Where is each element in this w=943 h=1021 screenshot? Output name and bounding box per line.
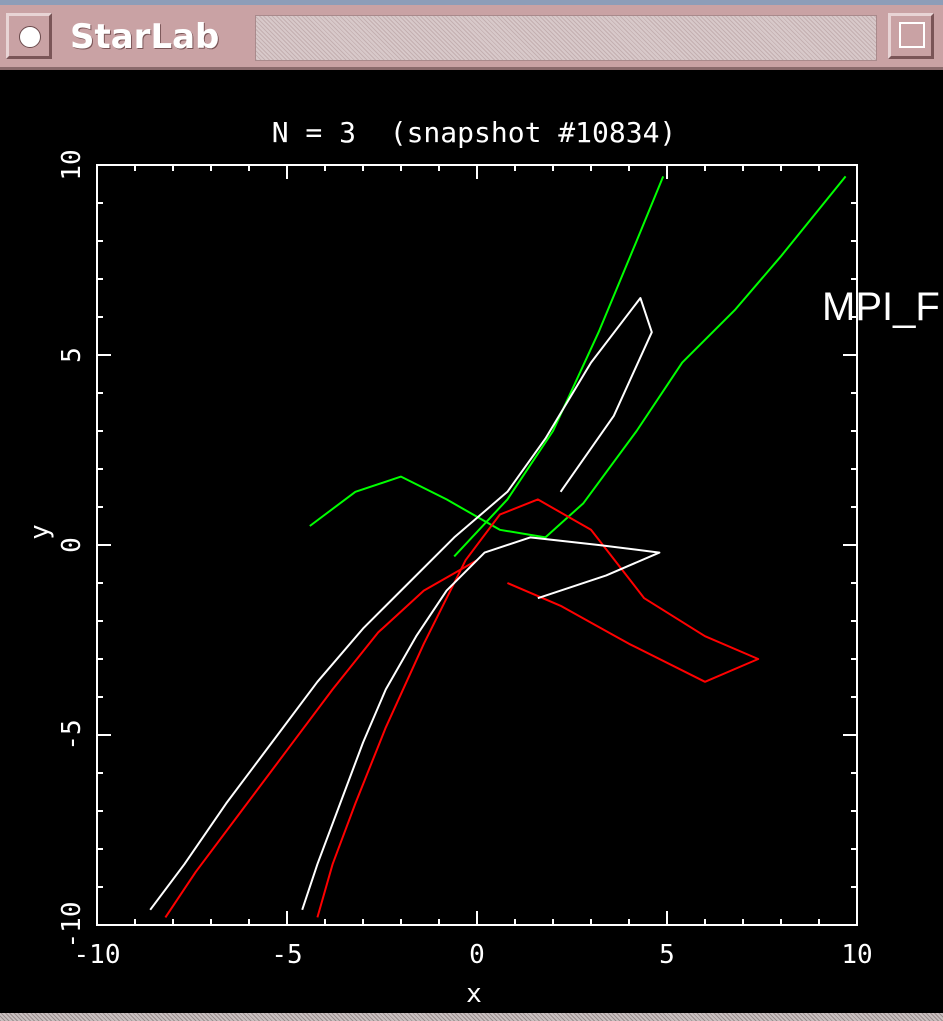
- window-title: StarLab: [70, 17, 220, 57]
- x-tick-label: -10: [74, 940, 121, 970]
- title-bar-drag-area[interactable]: [255, 15, 877, 61]
- chart-title: N = 3 (snapshot #10834): [272, 116, 677, 149]
- orbit-series-1: [309, 175, 847, 539]
- y-tick-labels: -10 -5 0 5 10: [57, 149, 87, 948]
- x-tick-label: 10: [841, 940, 872, 970]
- y-tick-label: 0: [57, 537, 87, 553]
- mpi-label: MPI_F: [822, 285, 940, 329]
- maximize-icon: [899, 22, 925, 48]
- y-tick-label: 5: [57, 347, 87, 363]
- title-bar[interactable]: StarLab: [0, 0, 943, 70]
- x-axis-label: x: [466, 979, 482, 1009]
- y-tick-label: 10: [57, 149, 87, 180]
- y-tick-label: -10: [57, 902, 87, 949]
- maximize-button[interactable]: [888, 13, 934, 59]
- orbit-series-4: [164, 559, 478, 918]
- window-menu-button[interactable]: [6, 13, 52, 59]
- circle-dot-icon: [19, 26, 41, 48]
- orbit-series-3: [316, 498, 760, 918]
- orbit-series-5: [149, 297, 653, 911]
- y-axis-label: y: [25, 524, 55, 540]
- window-bottom-border[interactable]: [0, 1013, 943, 1021]
- x-tick-labels: -10 -5 0 5 10: [74, 940, 873, 970]
- orbit-plot: N = 3 (snapshot #10834) x y -10 -5 0 5 10 -1…: [25, 116, 873, 1009]
- orbit-series-2: [453, 176, 665, 558]
- x-tick-label: 0: [469, 940, 485, 970]
- y-tick-label: -5: [57, 719, 87, 750]
- x-tick-label: -5: [271, 940, 302, 970]
- orbit-traces: [149, 175, 847, 918]
- orbit-series-6: [301, 536, 661, 911]
- axis-ticks: [96, 164, 858, 926]
- x-tick-label: 5: [659, 940, 675, 970]
